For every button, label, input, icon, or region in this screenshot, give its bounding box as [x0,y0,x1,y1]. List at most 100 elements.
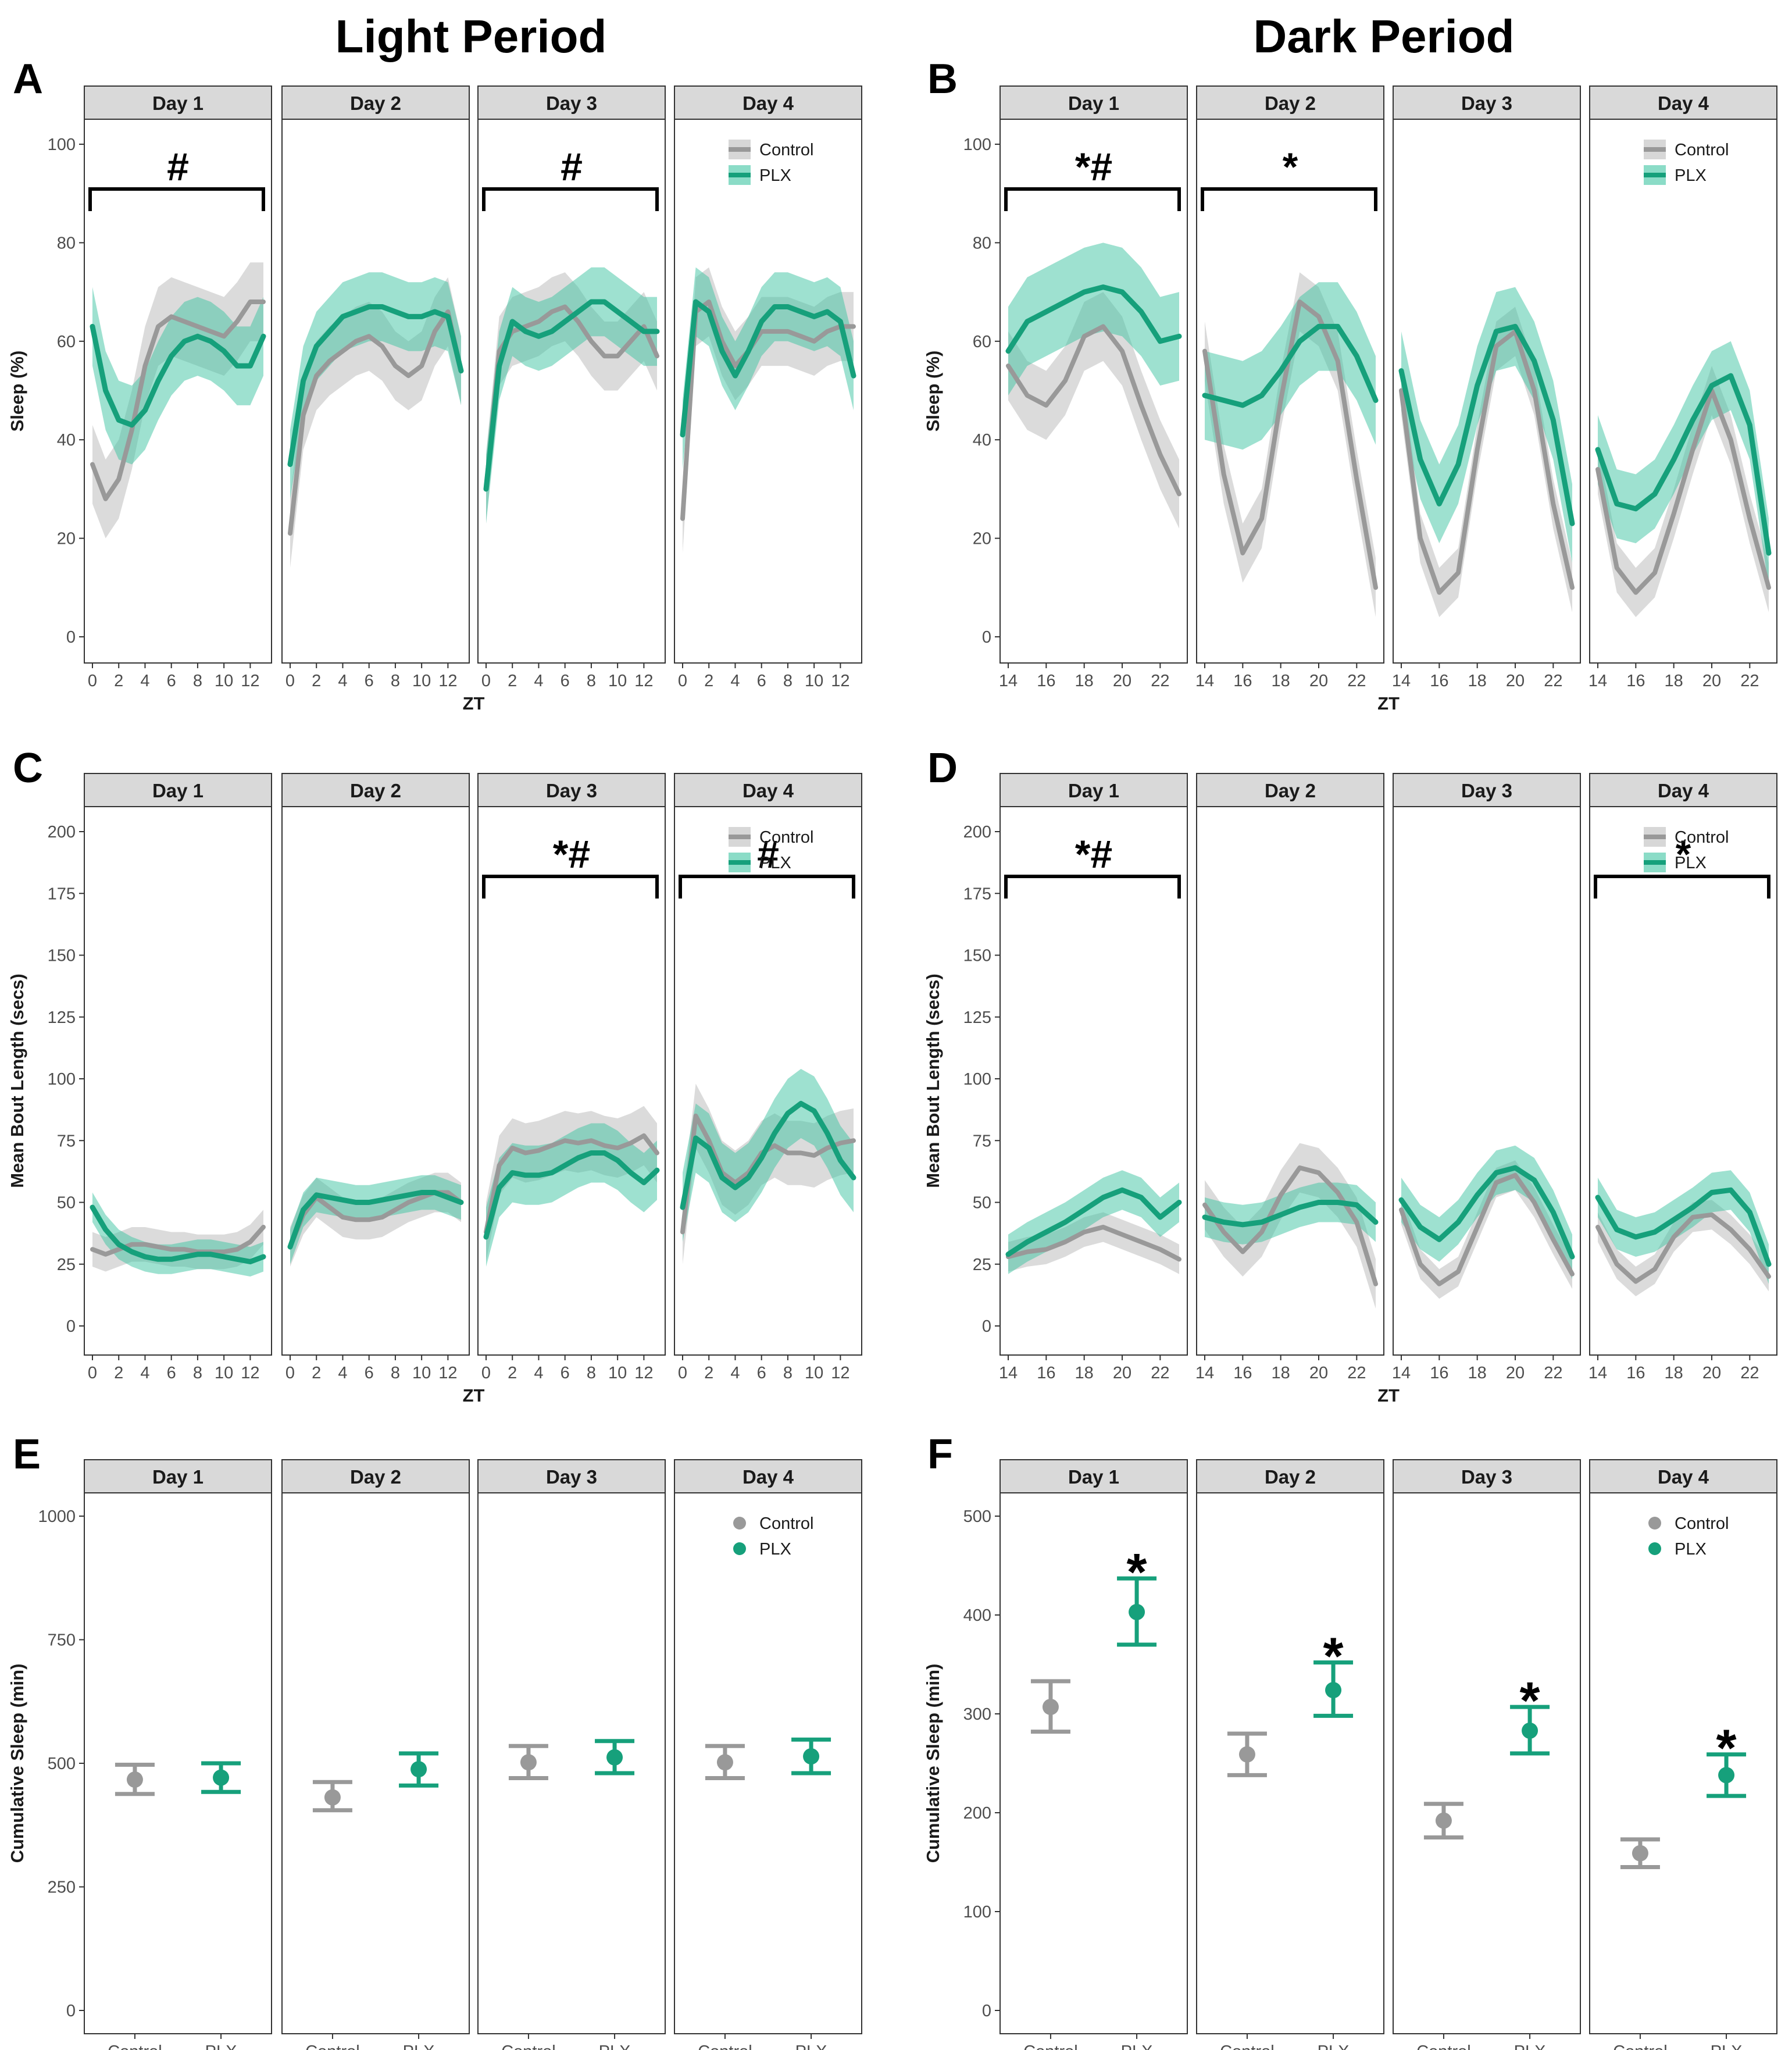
facet-strip [281,85,470,120]
panel-b-ytick-label: 80 [973,234,991,252]
xtick-label: 12 [831,1364,849,1382]
xtick-label: 20 [1702,672,1721,690]
plx-mean-point [1129,1603,1145,1620]
panel-c-ytick-label: 50 [57,1194,76,1213]
xtick-label: 6 [757,1364,766,1382]
panel-e-facet-day-1: Day 1 Control PLX [84,1459,272,2050]
plx-line [1595,373,1772,556]
panel-d-ytick-label: 25 [973,1256,991,1274]
panel-d-x-title: ZT [1377,1385,1400,1406]
xtick-label: 20 [1309,1364,1328,1382]
panel-c-facet-day-1: Day 1 0 2 4 6 8 10 12 [84,773,272,1382]
xtick-label: 6 [561,672,570,690]
plx-line [1202,323,1379,408]
xtick-label: 2 [508,672,517,690]
xtick-label: 12 [634,1364,653,1382]
xtick-label: 4 [338,1364,347,1382]
xtick-label: 0 [88,1364,97,1382]
xtick-label: 8 [391,672,400,690]
facet-panel-border [1393,1492,1581,2034]
panel-c-letter: C [13,745,43,792]
panel-c-facet-day-2: Day 2 0 2 4 6 8 10 12 [281,773,470,1382]
panel-a-facet-day-2: Day 2 0 2 4 6 8 10 12 [281,85,470,690]
facet-strip-label: Day 2 [1265,1466,1316,1488]
control-mean-point [1435,1812,1452,1829]
panel-a-ytick-label: 0 [66,628,76,647]
xtick-label: PLX [403,2042,435,2050]
significance-annotation: * [1201,145,1377,211]
xtick-label: 8 [783,1364,793,1382]
panel-e-ytick-label: 750 [48,1631,76,1650]
panel-a-ytick-label: 100 [48,136,76,154]
plx-line [287,1190,464,1250]
plx-line [1398,323,1575,526]
plx-mean-point [1522,1722,1538,1739]
facet-strip-label: Day 4 [742,1466,794,1488]
xtick-label: 14 [999,672,1018,690]
plx-mean-point [803,1748,820,1765]
plx-line [287,304,464,467]
panel-f-ytick-label: 300 [963,1705,991,1724]
panel-e-letter: E [13,1431,41,1478]
xtick-label: 6 [167,672,176,690]
xtick-label: 10 [805,672,823,690]
facet-strip-label: Day 1 [1068,92,1119,114]
xtick-label: Control [108,2042,162,2050]
xtick-label: 0 [88,672,97,690]
significance-bracket [679,875,855,899]
xtick-label: 18 [1075,1364,1094,1382]
significance-bracket [1004,875,1181,899]
panel-a-facet-day-4: Day 4 0 2 4 6 8 10 12 Control PLX [674,85,862,690]
panel-b-letter: B [927,56,958,102]
control-mean-point [1632,1845,1648,1862]
xtick-label: 14 [1392,1364,1411,1382]
significance-bracket [482,187,659,211]
panel-e-ytick-label: 1000 [38,1507,76,1526]
xtick-label: Control [501,2042,556,2050]
facet-strip [674,1459,862,1493]
xtick-label: PLX [1514,2042,1546,2050]
panel-d-y-title: Mean Bout Length (secs) [923,974,943,1188]
facet-panel-border [1589,1492,1777,2034]
facet-strip [674,85,862,120]
panel-c-facet-day-4: Day 4 0 2 4 6 8 10 12 #Control PLX [674,773,862,1382]
significance-mark: # [757,832,779,876]
facet-panel-border [477,1492,666,2034]
facet-strip [477,1459,666,1493]
control-legend-label: Control [759,141,814,159]
control-mean-point [1042,1699,1059,1716]
panel-b-y-title: Sleep (%) [923,351,943,432]
panel-e-facet-day-2: Day 2 Control PLX [281,1459,470,2050]
xtick-label: 6 [365,672,374,690]
panel-f-facet-day-2: Day 2 Control PLX * [1196,1459,1384,2050]
facet-strip-label: Day 4 [1658,780,1709,801]
facet-strip [674,773,862,807]
control-line [1399,1172,1575,1286]
xtick-label: 6 [561,1364,570,1382]
xtick-label: 22 [1740,1364,1759,1382]
plx-mean-point [213,1769,230,1786]
xtick-label: Control [1220,2042,1275,2050]
significance-annotation: *# [1004,145,1181,211]
xtick-label: 2 [704,672,713,690]
xtick-label: 10 [215,1364,233,1382]
plx-line [1595,1187,1772,1267]
xtick-label: 10 [412,1364,431,1382]
facet-strip [477,773,666,807]
xtick-label: 18 [1272,672,1290,690]
plx-line [1005,1187,1182,1257]
control-legend-label: Control [1675,828,1729,847]
xtick-label: 0 [678,672,687,690]
panel-f-facet-day-3: Day 3 Control PLX * [1393,1459,1581,2050]
xtick-label: 2 [312,672,321,690]
facet-strip-label: Day 4 [742,92,794,114]
control-line [484,1133,659,1235]
control-line [1202,1165,1378,1286]
xtick-label: 18 [1075,672,1094,690]
facet-strip-label: Day 1 [1068,1466,1119,1488]
xtick-label: 12 [634,672,653,690]
significance-annotation: * [1594,832,1770,899]
xtick-label: 20 [1506,672,1525,690]
panel-d-facet-day-1: Day 1 14 16 18 20 22 *# [999,773,1188,1382]
control-mean-point [1238,1746,1255,1763]
